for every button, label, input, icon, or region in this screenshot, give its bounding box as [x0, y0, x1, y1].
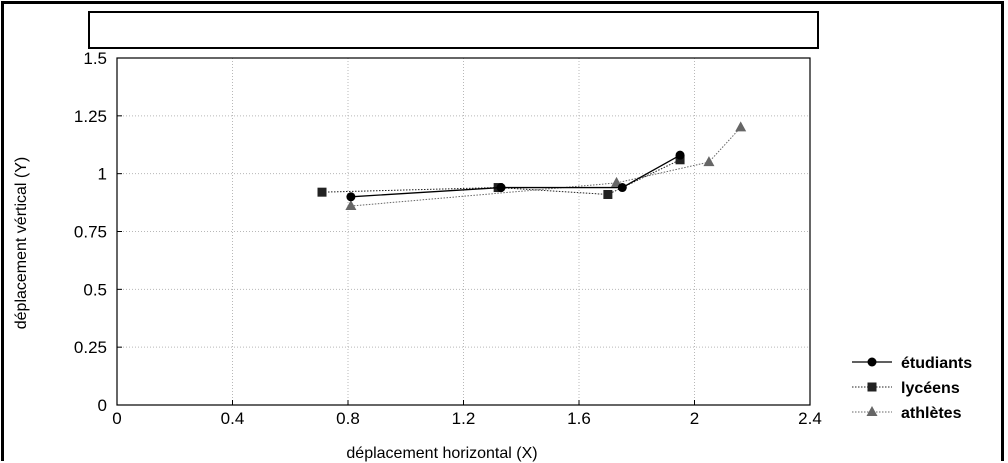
- data-point: [735, 121, 747, 132]
- legend-label: athlètes: [901, 405, 962, 422]
- y-tick-label: 1: [98, 165, 107, 184]
- legend-marker: [867, 382, 877, 392]
- legend-item-athletes: athlètes: [852, 405, 962, 422]
- y-tick-label: 0.75: [74, 223, 107, 242]
- y-tick-label: 1.5: [83, 49, 107, 68]
- y-tick-label: 0.25: [74, 338, 107, 357]
- x-tick-label: 0: [112, 409, 121, 428]
- chart-title-box: [88, 11, 819, 49]
- legend-marker: [867, 357, 877, 367]
- x-tick-label: 2: [690, 409, 699, 428]
- data-point: [603, 189, 613, 199]
- x-axis-title: déplacement horizontal (X): [346, 445, 537, 462]
- series-athletes: [345, 121, 747, 211]
- data-point: [675, 155, 685, 165]
- series-line: [321, 159, 681, 195]
- legend-label: lycéens: [901, 380, 960, 397]
- series-layer: [317, 121, 747, 211]
- grid-layer: [117, 58, 810, 405]
- series-line: [350, 154, 681, 198]
- legend: étudiants lycéens athlètes: [852, 355, 972, 422]
- data-point: [617, 183, 627, 193]
- legend-label: étudiants: [901, 355, 972, 372]
- data-point: [345, 200, 357, 211]
- series-lyceens: [317, 155, 685, 199]
- data-point: [317, 187, 327, 197]
- data-point: [496, 183, 506, 193]
- legend-item-etudiants: étudiants: [852, 355, 972, 372]
- y-tick-label: 0: [98, 396, 107, 415]
- y-axis-title: déplacement vértical (Y): [13, 157, 30, 330]
- legend-marker: [866, 406, 878, 416]
- legend-item-lyceens: lycéens: [852, 380, 960, 397]
- data-point: [346, 192, 356, 202]
- data-point: [675, 150, 685, 160]
- x-tick-label: 1.6: [567, 409, 591, 428]
- series-etudiants: [346, 150, 685, 202]
- y-tick-label: 0.5: [83, 280, 107, 299]
- series-line: [350, 127, 742, 207]
- ticks-layer: 0 0.4 0.8 1.2 1.6 2 2.4 0 0.25 0.5 0.75 1 1.25 1.5: [74, 49, 822, 428]
- x-tick-label: 1.2: [452, 409, 476, 428]
- y-tick-label: 1.25: [74, 107, 107, 126]
- data-point: [703, 156, 715, 167]
- x-tick-label: 0.8: [336, 409, 360, 428]
- x-tick-label: 2.4: [798, 409, 822, 428]
- x-tick-label: 0.4: [221, 409, 245, 428]
